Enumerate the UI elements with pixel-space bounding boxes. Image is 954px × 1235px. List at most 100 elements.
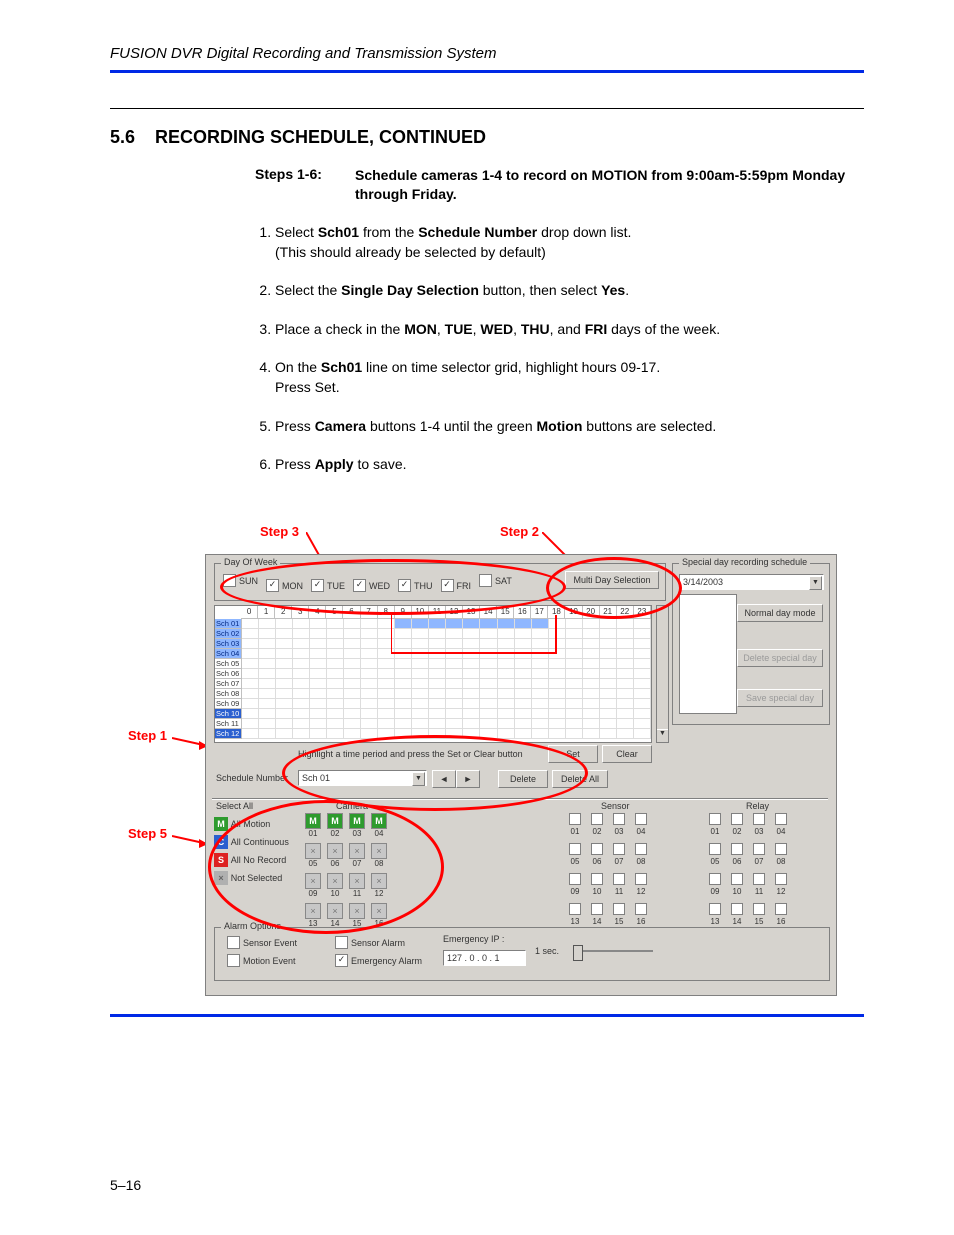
grid-cell[interactable]	[480, 719, 497, 729]
grid-cell[interactable]	[395, 719, 412, 729]
grid-cell[interactable]	[293, 639, 310, 649]
delete-all-button[interactable]: Delete All	[552, 770, 608, 788]
grid-cell[interactable]	[515, 619, 532, 629]
grid-cell[interactable]	[532, 619, 549, 629]
emergency-ip-field[interactable]: 127 . 0 . 0 . 1	[443, 950, 526, 966]
schedule-row-label[interactable]: Sch 05	[215, 659, 242, 669]
grid-cell[interactable]	[378, 729, 395, 739]
grid-cell[interactable]	[498, 679, 515, 689]
grid-cell[interactable]	[617, 669, 634, 679]
grid-cell[interactable]	[361, 659, 378, 669]
grid-cell[interactable]	[276, 679, 293, 689]
relay-check-05[interactable]: 05	[704, 843, 726, 866]
grid-cell[interactable]	[480, 659, 497, 669]
grid-cell[interactable]	[310, 639, 327, 649]
notselected-icon[interactable]: ×	[214, 871, 228, 885]
sensor-check-09[interactable]: 09	[564, 873, 586, 896]
sensor-event-check[interactable]: Sensor Event	[227, 936, 297, 949]
grid-cell[interactable]	[276, 689, 293, 699]
grid-cell[interactable]	[566, 649, 583, 659]
grid-cell[interactable]	[634, 629, 651, 639]
grid-cell[interactable]	[480, 709, 497, 719]
grid-cell[interactable]	[327, 719, 344, 729]
grid-cell[interactable]	[242, 719, 259, 729]
grid-cell[interactable]	[344, 639, 361, 649]
grid-cell[interactable]	[583, 619, 600, 629]
grid-cell[interactable]	[600, 659, 617, 669]
grid-cell[interactable]	[549, 729, 566, 739]
grid-cell[interactable]	[276, 639, 293, 649]
grid-cell[interactable]	[293, 709, 310, 719]
schedule-row-label[interactable]: Sch 06	[215, 669, 242, 679]
grid-cell[interactable]	[259, 729, 276, 739]
grid-cell[interactable]	[344, 619, 361, 629]
grid-cell[interactable]	[446, 699, 463, 709]
grid-cell[interactable]	[395, 629, 412, 639]
grid-cell[interactable]	[412, 709, 429, 719]
grid-cell[interactable]	[242, 669, 259, 679]
slider[interactable]	[573, 942, 653, 960]
grid-cell[interactable]	[634, 669, 651, 679]
grid-cell[interactable]	[634, 619, 651, 629]
set-button[interactable]: Set	[548, 745, 598, 763]
grid-cell[interactable]	[276, 619, 293, 629]
grid-cell[interactable]	[566, 619, 583, 629]
grid-cell[interactable]	[532, 639, 549, 649]
grid-cell[interactable]	[617, 649, 634, 659]
grid-cell[interactable]	[617, 699, 634, 709]
grid-cell[interactable]	[412, 629, 429, 639]
grid-cell[interactable]	[412, 689, 429, 699]
grid-cell[interactable]	[310, 669, 327, 679]
grid-cell[interactable]	[259, 709, 276, 719]
camera-button-10[interactable]: ×10	[324, 873, 346, 899]
grid-cell[interactable]	[498, 639, 515, 649]
camera-button-13[interactable]: ×13	[302, 903, 324, 929]
grid-cell[interactable]	[600, 719, 617, 729]
schedule-row-label[interactable]: Sch 04	[215, 649, 242, 659]
grid-cell[interactable]	[532, 729, 549, 739]
grid-cell[interactable]	[276, 699, 293, 709]
grid-cell[interactable]	[566, 729, 583, 739]
grid-cell[interactable]	[463, 629, 480, 639]
grid-cell[interactable]	[429, 719, 446, 729]
day-check-sun[interactable]: SUN	[223, 574, 258, 587]
relay-check-09[interactable]: 09	[704, 873, 726, 896]
grid-cell[interactable]	[327, 619, 344, 629]
grid-cell[interactable]	[446, 689, 463, 699]
grid-cell[interactable]	[480, 729, 497, 739]
grid-cell[interactable]	[242, 659, 259, 669]
grid-cell[interactable]	[549, 669, 566, 679]
grid-cell[interactable]	[259, 679, 276, 689]
grid-cell[interactable]	[242, 649, 259, 659]
emergency-alarm-check[interactable]: ✓Emergency Alarm	[335, 954, 422, 967]
grid-cell[interactable]	[583, 699, 600, 709]
grid-cell[interactable]	[583, 729, 600, 739]
grid-cell[interactable]	[259, 719, 276, 729]
grid-cell[interactable]	[532, 689, 549, 699]
grid-cell[interactable]	[463, 689, 480, 699]
sensor-check-03[interactable]: 03	[608, 813, 630, 836]
relay-check-16[interactable]: 16	[770, 903, 792, 926]
camera-button-01[interactable]: M01	[302, 813, 324, 839]
grid-cell[interactable]	[395, 699, 412, 709]
grid-cell[interactable]	[293, 689, 310, 699]
sensor-check-14[interactable]: 14	[586, 903, 608, 926]
grid-cell[interactable]	[463, 719, 480, 729]
grid-cell[interactable]	[532, 679, 549, 689]
relay-check-06[interactable]: 06	[726, 843, 748, 866]
grid-cell[interactable]	[532, 699, 549, 709]
grid-cell[interactable]	[498, 709, 515, 719]
camera-button-06[interactable]: ×06	[324, 843, 346, 869]
sensor-check-02[interactable]: 02	[586, 813, 608, 836]
grid-cell[interactable]	[327, 659, 344, 669]
grid-cell[interactable]	[429, 729, 446, 739]
grid-cell[interactable]	[327, 689, 344, 699]
grid-cell[interactable]	[344, 669, 361, 679]
grid-cell[interactable]	[310, 649, 327, 659]
grid-cell[interactable]	[463, 679, 480, 689]
grid-cell[interactable]	[310, 709, 327, 719]
grid-cell[interactable]	[344, 709, 361, 719]
grid-cell[interactable]	[276, 629, 293, 639]
grid-cell[interactable]	[242, 729, 259, 739]
grid-cell[interactable]	[378, 639, 395, 649]
